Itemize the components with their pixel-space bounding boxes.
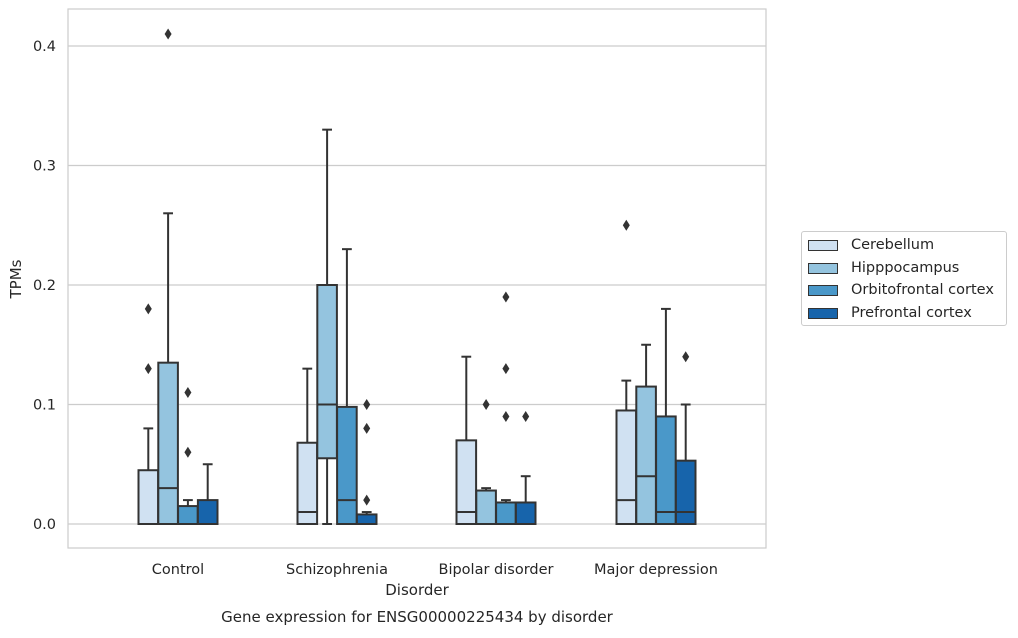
box-body (655, 415, 677, 526)
outlier-point (622, 219, 630, 231)
box-1-1 (316, 128, 338, 525)
box-body (615, 409, 638, 526)
y-tick-label: 0.3 (33, 159, 56, 175)
x-tick-label: Schizophrenia (286, 562, 388, 578)
legend-swatch-cerebellum (808, 239, 838, 251)
box-body (177, 505, 199, 526)
box-1-2 (475, 399, 497, 526)
x-tick-label: Control (152, 562, 204, 578)
x-tick-label: Bipolar disorder (439, 562, 554, 578)
outlier-point (184, 387, 192, 399)
outlier-point (502, 291, 510, 303)
box-2-1 (336, 248, 358, 526)
box-body (316, 284, 338, 460)
legend-label-cerebellum: Cerebellum (851, 237, 935, 253)
box-body (495, 501, 517, 525)
y-tick-label: 0.1 (33, 398, 56, 414)
box-body (514, 501, 537, 525)
legend-item-cerebellum: Cerebellum (808, 234, 934, 256)
outlier-point (682, 351, 690, 363)
outlier-point (502, 363, 510, 375)
legend-swatch-prefrontal (808, 307, 838, 319)
box-2-2 (495, 291, 517, 525)
box-body (455, 439, 478, 526)
box-body (336, 405, 358, 526)
legend-label-prefrontal: Prefrontal cortex (851, 305, 972, 321)
plot-frame (67, 8, 767, 549)
box-3-1 (355, 399, 378, 526)
box-body (635, 385, 657, 526)
x-axis-label: Disorder (385, 581, 449, 599)
legend-item-orbitofrontal: Orbitofrontal cortex (808, 279, 994, 301)
outlier-point (482, 399, 490, 410)
box-1-0 (157, 28, 179, 525)
box-0-1 (296, 367, 319, 525)
box-2-3 (655, 307, 677, 526)
outlier-point (144, 363, 152, 375)
legend: Cerebellum Hipppocampus Orbitofrontal co… (801, 231, 1007, 326)
legend-item-hippocampus: Hipppocampus (808, 257, 959, 279)
box-body (196, 499, 219, 526)
box-0-2 (455, 355, 478, 526)
outlier-point (363, 422, 371, 434)
legend-swatch-hippocampus (808, 262, 838, 274)
box-body (157, 361, 179, 525)
box-2-0 (177, 387, 199, 526)
y-tick-label: 0.4 (33, 39, 56, 55)
chart-title: Gene expression for ENSG00000225434 by d… (221, 608, 614, 626)
box-0-3 (615, 219, 638, 526)
boxes (137, 28, 697, 526)
box-1-3 (635, 343, 657, 526)
y-tick-labels: 0.0 0.1 0.2 0.3 0.4 (33, 39, 56, 533)
outlier-point (502, 410, 510, 422)
box-0-0 (137, 303, 160, 526)
legend-label-hippocampus: Hipppocampus (851, 260, 960, 276)
box-3-3 (674, 351, 697, 526)
box-body (355, 513, 378, 526)
legend-swatch-orbitofrontal (808, 284, 838, 296)
box-3-0 (196, 463, 219, 526)
box-body (674, 459, 697, 526)
box-body (137, 469, 160, 526)
y-tick-label: 0.2 (33, 278, 56, 294)
legend-label-orbitofrontal: Orbitofrontal cortex (851, 282, 994, 298)
outlier-point (144, 303, 152, 315)
box-body (296, 441, 319, 525)
outlier-point (522, 410, 530, 422)
legend-item-prefrontal: Prefrontal cortex (808, 302, 972, 324)
outlier-point (363, 494, 371, 506)
outlier-point (184, 446, 192, 458)
y-tick-label: 0.0 (33, 517, 56, 533)
outlier-point (363, 399, 371, 410)
y-axis-label: TPMs (7, 259, 25, 299)
x-tick-labels: Control Schizophrenia Bipolar disorder Majo… (152, 562, 718, 578)
x-tick-label: Major depression (594, 562, 718, 578)
box-body (475, 489, 497, 526)
box-3-2 (514, 410, 537, 525)
outlier-point (164, 28, 172, 40)
